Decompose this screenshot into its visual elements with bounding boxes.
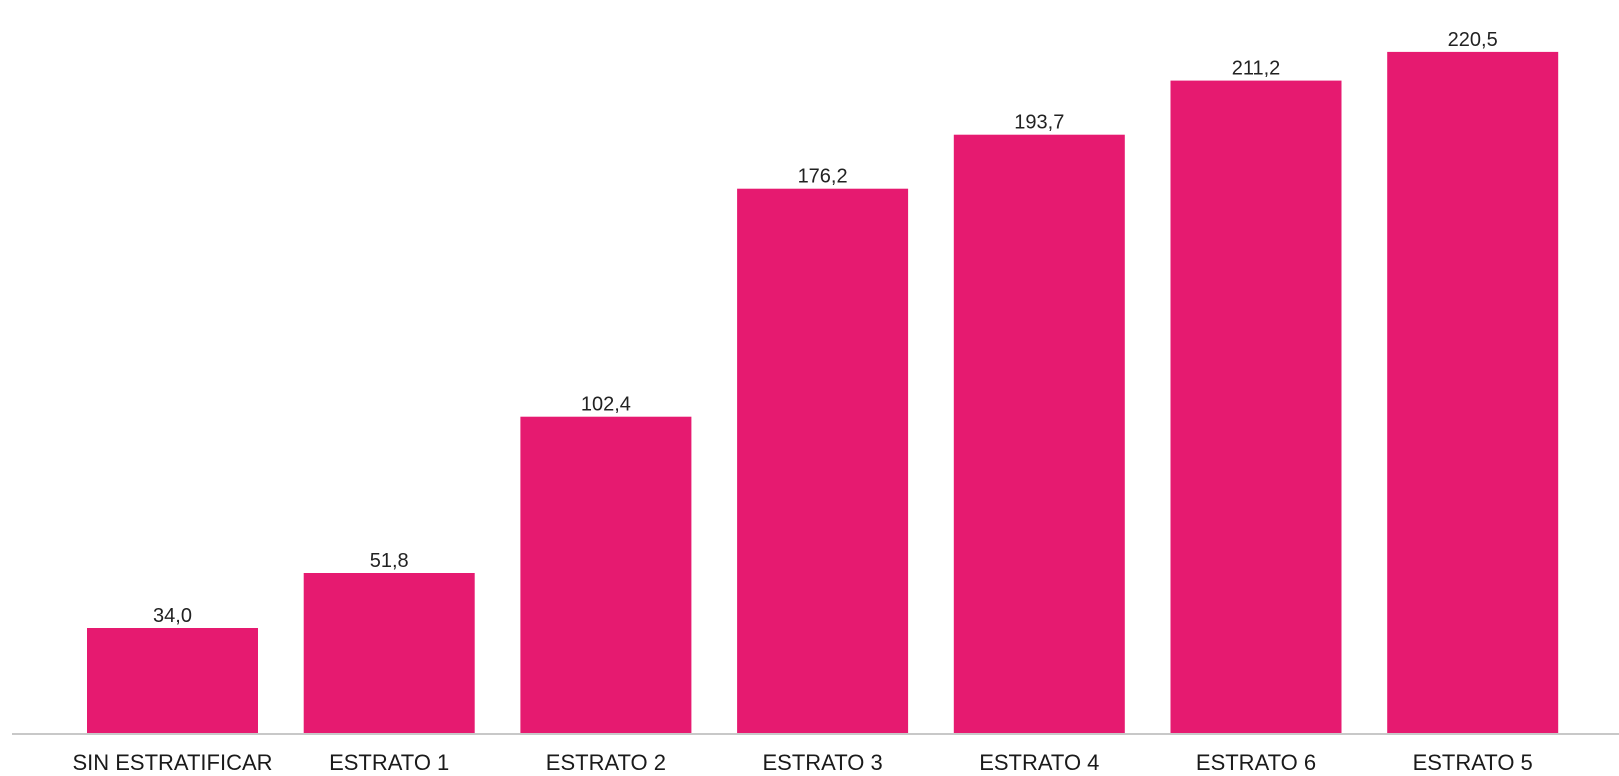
bar-value-label: 34,0 — [153, 605, 192, 627]
bar — [737, 188, 909, 733]
bar-value-label: 211,2 — [1232, 58, 1281, 80]
bar-value-label: 51,8 — [370, 550, 409, 572]
bar — [1387, 51, 1559, 733]
x-tick-label: ESTRATO 5 — [1413, 750, 1533, 775]
x-tick-label: ESTRATO 4 — [979, 750, 1099, 775]
bar — [1170, 80, 1342, 734]
bar — [87, 628, 258, 733]
bar — [520, 416, 692, 733]
x-tick-label: ESTRATO 6 — [1196, 750, 1316, 775]
bars-group — [87, 51, 1559, 734]
value-labels-group: 34,0 51,8 102,4 176,2 193,7 211,2 220,5 — [153, 29, 1498, 627]
bar — [953, 134, 1125, 733]
bar-value-label: 193,7 — [1014, 112, 1064, 134]
x-tick-label: SIN ESTRATIFICAR — [72, 750, 272, 775]
x-tick-label: ESTRATO 1 — [329, 750, 449, 775]
bar-value-label: 220,5 — [1448, 29, 1498, 51]
tick-labels-group: SIN ESTRATIFICAR ESTRATO 1 ESTRATO 2 ESTRAT… — [72, 750, 1532, 775]
x-tick-label: ESTRATO 2 — [546, 750, 666, 775]
bar-value-label: 102,4 — [581, 394, 631, 416]
bar-value-label: 176,2 — [798, 166, 848, 188]
bar — [303, 573, 475, 733]
x-tick-label: ESTRATO 3 — [762, 750, 882, 775]
